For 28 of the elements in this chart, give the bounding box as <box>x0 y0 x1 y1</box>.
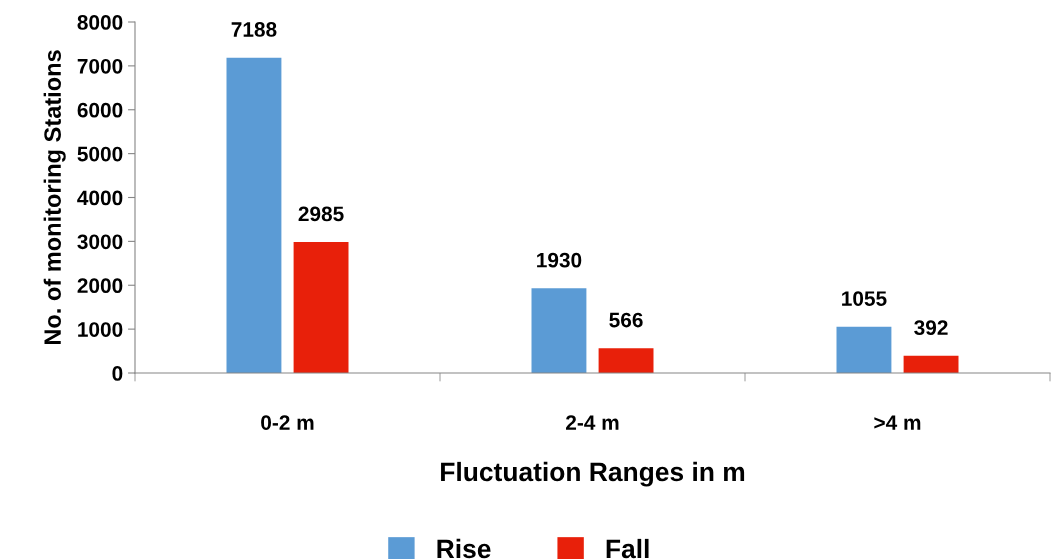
y-tick-label: 5000 <box>77 146 123 162</box>
bar <box>293 242 349 373</box>
bar <box>598 348 654 373</box>
y-tick-label: 3000 <box>77 234 123 250</box>
y-tick-label: 7000 <box>77 58 123 74</box>
y-tick-label: 6000 <box>77 102 123 118</box>
x-tick-label: 0-2 m <box>261 415 314 430</box>
data-label: 566 <box>609 312 643 328</box>
x-tick-label: 2-4 m <box>566 415 619 430</box>
data-label: 392 <box>914 320 948 336</box>
x-axis-title: Fluctuation Ranges in m <box>441 461 745 487</box>
bar <box>836 326 892 373</box>
y-tick-label: 4000 <box>77 190 123 206</box>
data-label: 1055 <box>842 291 887 306</box>
bar <box>531 288 587 373</box>
x-tick-label: >4 m <box>874 415 921 430</box>
bar <box>903 355 959 373</box>
data-label: 1930 <box>537 252 582 268</box>
y-tick-label: 8000 <box>77 15 123 30</box>
legend-label: Fall <box>606 538 649 559</box>
y-tick-label: 2000 <box>77 278 123 293</box>
data-label: 2985 <box>298 206 344 222</box>
data-label: 7188 <box>231 22 277 37</box>
y-axis-title: No. of monitoring Stations <box>43 50 66 345</box>
legend-label: Rise <box>437 538 491 559</box>
y-tick-label: 0 <box>112 366 123 381</box>
y-tick-label: 1000 <box>78 322 123 337</box>
bar <box>226 57 282 373</box>
